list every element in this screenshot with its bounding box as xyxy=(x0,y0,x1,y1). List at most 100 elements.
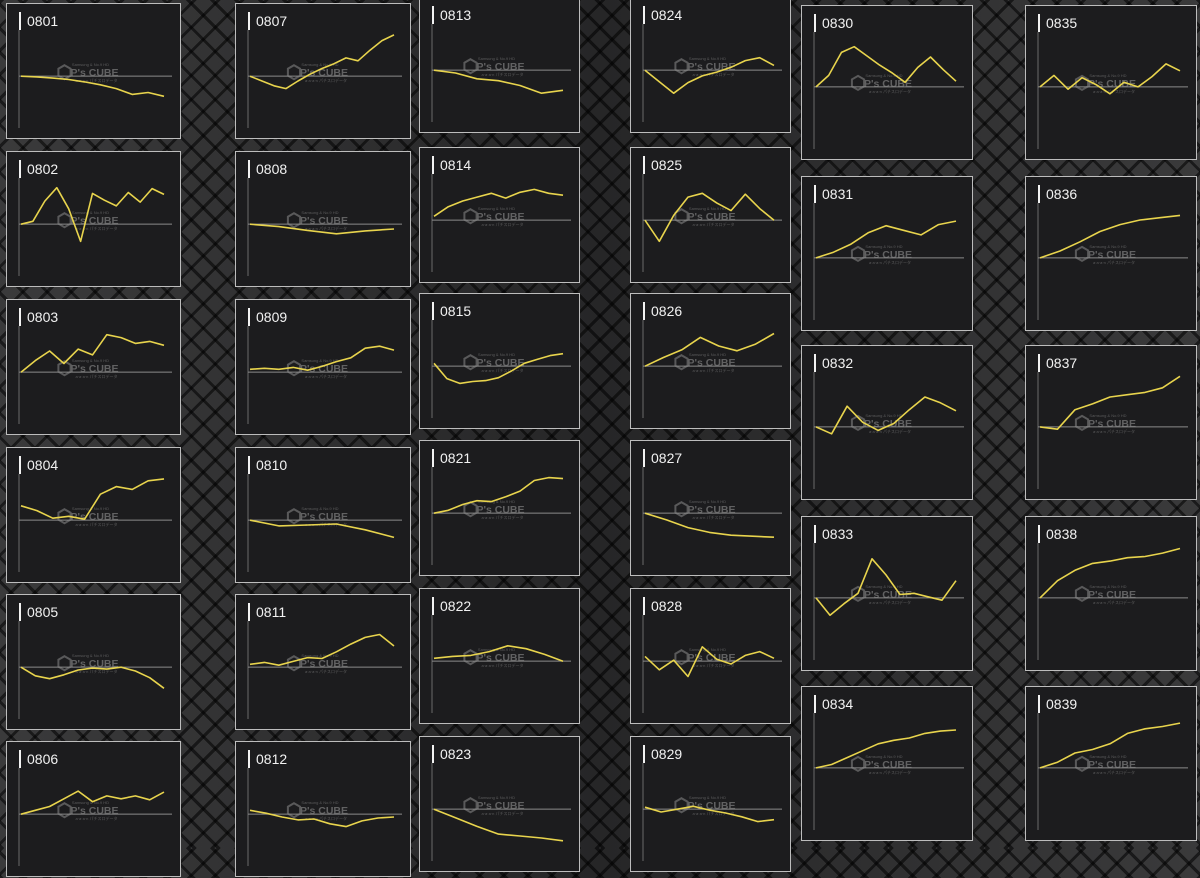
watermark-tag-top: Samsung & No.9 HD xyxy=(72,358,109,363)
panel-title: 0811 xyxy=(248,603,286,621)
cube-logo-icon xyxy=(1074,74,1090,92)
watermark-tag-bottom: a·a·a·n パチスロデータ xyxy=(869,769,911,775)
watermark-tag-bottom: a·a·a·n パチスロデータ xyxy=(1093,428,1135,434)
panel-title: 0815 xyxy=(432,302,471,320)
chart-panel: Samsung & No.9 HD P's CUBE a·a·a·n パチスロデータ… xyxy=(801,516,973,671)
watermark-tag-bottom: a·a·a·n パチスロデータ xyxy=(481,367,523,373)
series-line xyxy=(644,805,775,823)
chart-panel: Samsung & No.9 HD P's CUBE a·a·a·n パチスロデータ… xyxy=(419,736,580,872)
series-line xyxy=(644,56,775,94)
watermark-tag-bottom: a·a·a·n パチスロデータ xyxy=(1093,259,1135,265)
panel-title: 0810 xyxy=(248,456,287,474)
watermark-tag-top: Samsung & No.9 HD xyxy=(865,584,902,589)
watermark-tag-bottom: a·a·a·n パチスロデータ xyxy=(75,373,117,379)
panel-title: 0839 xyxy=(1038,695,1077,713)
cube-logo-icon xyxy=(674,354,689,371)
panel-title: 0804 xyxy=(19,456,58,474)
series-line xyxy=(249,223,395,235)
series-line xyxy=(433,352,564,385)
cube-logo-icon xyxy=(57,802,72,819)
series-line xyxy=(644,645,775,678)
series-line xyxy=(815,729,957,769)
watermark-tag-top: Samsung & No.9 HD xyxy=(1089,73,1126,78)
cube-logo-icon xyxy=(850,585,866,603)
series-line xyxy=(815,557,957,616)
watermark-tag-bottom: a·a·a·n パチスロデータ xyxy=(869,428,911,434)
chart-panel: Samsung & No.9 HD P's CUBE a·a·a·n パチスロデータ… xyxy=(801,5,973,160)
watermark-tag-bottom: a·a·a·n パチスロデータ xyxy=(75,225,117,231)
series-line xyxy=(249,519,395,539)
chart-panel: Samsung & No.9 HD P's CUBE a·a·a·n パチスロデータ… xyxy=(6,594,181,730)
series-line xyxy=(249,809,395,828)
panel-title: 0808 xyxy=(248,160,287,178)
series-line xyxy=(433,188,564,217)
chart-panel: Samsung & No.9 HD P's CUBE a·a·a·n パチスロデータ… xyxy=(801,686,973,841)
cube-logo-icon xyxy=(57,508,72,525)
watermark-tag-top: Samsung & No.9 HD xyxy=(1089,244,1126,249)
panel-title: 0830 xyxy=(814,14,853,32)
cube-logo-icon xyxy=(286,802,302,819)
watermark-tag-top: Samsung & No.9 HD xyxy=(1089,413,1126,418)
cube-logo-icon xyxy=(286,508,302,525)
watermark-tag-bottom: a·a·a·n パチスロデータ xyxy=(481,221,523,227)
watermark-tag-bottom: a·a·a·n パチスロデータ xyxy=(305,77,347,83)
series-line xyxy=(20,478,165,520)
watermark-tag-bottom: a·a·a·n パチスロデータ xyxy=(481,514,523,520)
watermark-tag-top: Samsung & No.9 HD xyxy=(72,653,109,658)
watermark-tag-top: Samsung & No.9 HD xyxy=(689,352,726,357)
watermark-tag-top: Samsung & No.9 HD xyxy=(478,499,515,504)
panel-title: 0829 xyxy=(643,745,682,763)
panel-title: 0801 xyxy=(19,12,58,30)
cube-logo-icon xyxy=(286,64,302,81)
watermark-tag-bottom: a·a·a·n パチスロデータ xyxy=(1093,769,1135,775)
cube-logo-icon xyxy=(1074,755,1090,773)
cube-logo-icon xyxy=(1074,585,1090,603)
watermark-tag-bottom: a·a·a·n パチスロデータ xyxy=(692,221,734,227)
watermark-tag-bottom: a·a·a·n パチスロデータ xyxy=(869,259,911,265)
watermark-tag-top: Samsung & No.9 HD xyxy=(301,506,338,511)
panel-title: 0821 xyxy=(432,449,471,467)
chart-panel: Samsung & No.9 HD P's CUBE a·a·a·n パチスロデータ… xyxy=(419,588,580,724)
chart-panel: Samsung & No.9 HD P's CUBE a·a·a·n パチスロデータ… xyxy=(6,447,181,583)
watermark-tag-top: Samsung & No.9 HD xyxy=(301,358,338,363)
watermark-tag-bottom: a·a·a·n パチスロデータ xyxy=(481,71,523,77)
watermark-tag-top: Samsung & No.9 HD xyxy=(478,352,515,357)
cube-logo-icon xyxy=(1074,414,1090,432)
chart-panel: Samsung & No.9 HD P's CUBE a·a·a·n パチスロデータ… xyxy=(630,588,791,724)
series-line xyxy=(20,790,165,815)
watermark-tag-bottom: a·a·a·n パチスロデータ xyxy=(692,367,734,373)
watermark-tag-top: Samsung & No.9 HD xyxy=(689,499,726,504)
watermark-tag-top: Samsung & No.9 HD xyxy=(72,62,109,67)
panel-title: 0828 xyxy=(643,597,682,615)
watermark-tag-top: Samsung & No.9 HD xyxy=(689,795,726,800)
cube-logo-icon xyxy=(463,58,478,75)
watermark-tag-top: Samsung & No.9 HD xyxy=(478,795,515,800)
cube-logo-icon xyxy=(286,360,302,377)
chart-panel: Samsung & No.9 HD P's CUBE a·a·a·n パチスロデータ… xyxy=(801,176,973,331)
panel-title: 0825 xyxy=(643,156,682,174)
